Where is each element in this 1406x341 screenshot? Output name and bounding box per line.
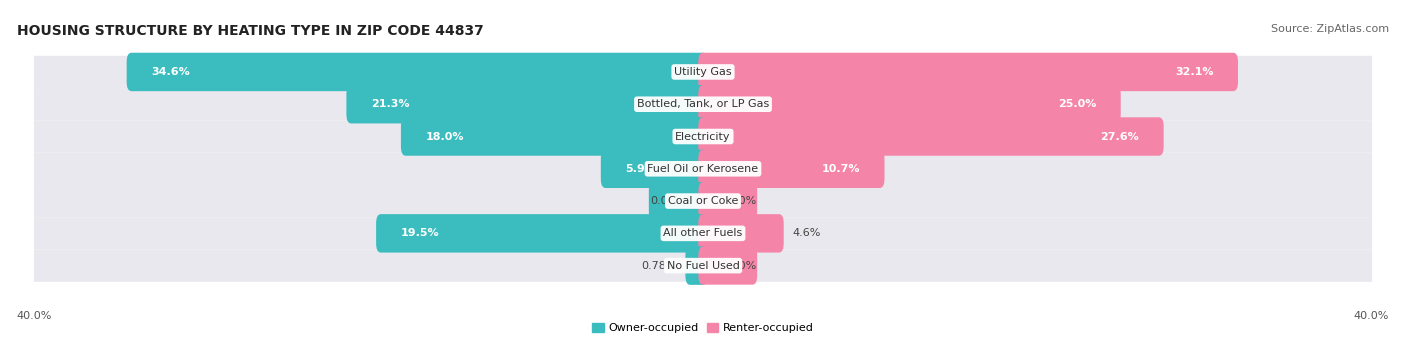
FancyBboxPatch shape — [34, 185, 1372, 217]
Text: Electricity: Electricity — [675, 132, 731, 142]
FancyBboxPatch shape — [699, 85, 1121, 123]
FancyBboxPatch shape — [377, 214, 707, 253]
FancyBboxPatch shape — [699, 214, 783, 253]
FancyBboxPatch shape — [34, 250, 1372, 282]
Text: 34.6%: 34.6% — [152, 67, 190, 77]
Text: 32.1%: 32.1% — [1175, 67, 1213, 77]
Text: 40.0%: 40.0% — [17, 311, 52, 321]
Text: 0.78%: 0.78% — [641, 261, 676, 271]
FancyBboxPatch shape — [685, 247, 707, 285]
FancyBboxPatch shape — [648, 182, 707, 220]
Text: No Fuel Used: No Fuel Used — [666, 261, 740, 271]
Text: Coal or Coke: Coal or Coke — [668, 196, 738, 206]
Text: 5.9%: 5.9% — [626, 164, 657, 174]
Text: 10.7%: 10.7% — [821, 164, 860, 174]
Text: Bottled, Tank, or LP Gas: Bottled, Tank, or LP Gas — [637, 99, 769, 109]
FancyBboxPatch shape — [34, 88, 1372, 120]
Text: All other Fuels: All other Fuels — [664, 228, 742, 238]
FancyBboxPatch shape — [34, 120, 1372, 153]
Legend: Owner-occupied, Renter-occupied: Owner-occupied, Renter-occupied — [588, 318, 818, 338]
FancyBboxPatch shape — [699, 247, 758, 285]
Text: 0.0%: 0.0% — [728, 196, 756, 206]
FancyBboxPatch shape — [401, 117, 707, 156]
FancyBboxPatch shape — [34, 153, 1372, 185]
FancyBboxPatch shape — [699, 150, 884, 188]
Text: HOUSING STRUCTURE BY HEATING TYPE IN ZIP CODE 44837: HOUSING STRUCTURE BY HEATING TYPE IN ZIP… — [17, 24, 484, 38]
Text: Source: ZipAtlas.com: Source: ZipAtlas.com — [1271, 24, 1389, 34]
FancyBboxPatch shape — [346, 85, 707, 123]
Text: Utility Gas: Utility Gas — [675, 67, 731, 77]
Text: 21.3%: 21.3% — [371, 99, 409, 109]
Text: 0.0%: 0.0% — [728, 261, 756, 271]
FancyBboxPatch shape — [600, 150, 707, 188]
Text: 27.6%: 27.6% — [1101, 132, 1139, 142]
Text: 19.5%: 19.5% — [401, 228, 439, 238]
Text: 4.6%: 4.6% — [792, 228, 821, 238]
Text: Fuel Oil or Kerosene: Fuel Oil or Kerosene — [647, 164, 759, 174]
FancyBboxPatch shape — [699, 117, 1164, 156]
Text: 25.0%: 25.0% — [1057, 99, 1097, 109]
FancyBboxPatch shape — [699, 182, 758, 220]
FancyBboxPatch shape — [127, 53, 707, 91]
FancyBboxPatch shape — [699, 53, 1239, 91]
Text: 18.0%: 18.0% — [426, 132, 464, 142]
FancyBboxPatch shape — [34, 217, 1372, 250]
Text: 0.0%: 0.0% — [650, 196, 678, 206]
FancyBboxPatch shape — [34, 56, 1372, 88]
Text: 40.0%: 40.0% — [1354, 311, 1389, 321]
